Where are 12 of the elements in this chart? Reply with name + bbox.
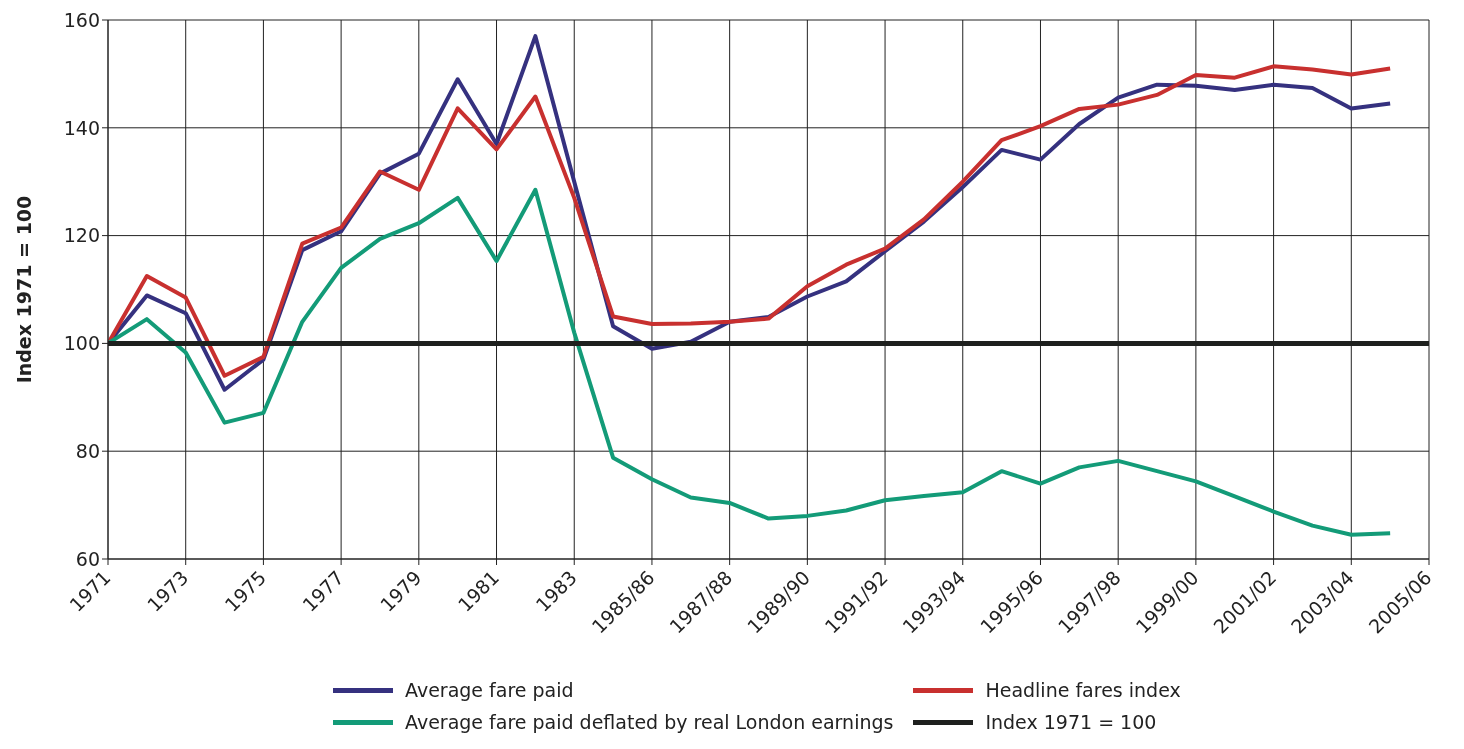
legend-label: Average fare paid deflated by real London earnings xyxy=(405,711,894,733)
line-series xyxy=(108,187,1393,537)
y-tick-label: 100 xyxy=(63,332,100,355)
y-tick-label: 140 xyxy=(63,116,100,139)
legend-label: Index 1971 = 100 xyxy=(985,711,1157,733)
y-axis-title: Index 1971 = 100 xyxy=(12,195,35,384)
y-tick-label: 80 xyxy=(75,439,100,462)
legend-label: Average fare paid xyxy=(405,679,574,701)
y-tick-label: 120 xyxy=(63,224,100,247)
y-tick-label: 160 xyxy=(63,8,100,31)
y-tick-label: 60 xyxy=(75,547,100,570)
legend-label: Headline fares index xyxy=(985,679,1181,701)
